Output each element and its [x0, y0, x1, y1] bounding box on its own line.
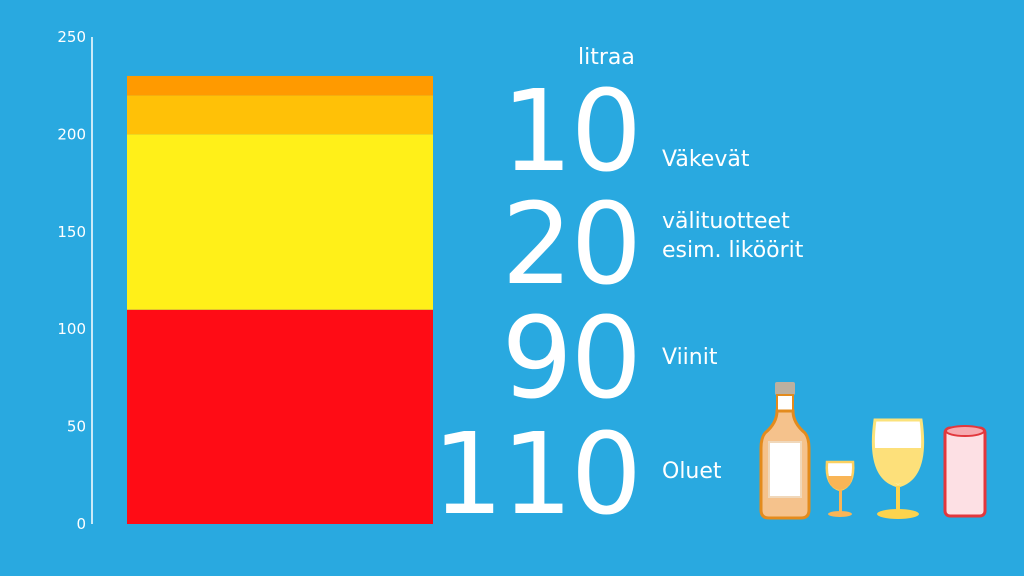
- value-label-viinit: 90: [501, 294, 642, 424]
- small-glass-icon: [825, 460, 855, 517]
- category-label-oluet: Oluet: [662, 459, 722, 484]
- category-label-valituotteet-1: välituotteet: [662, 209, 790, 234]
- category-label-vakevat: Väkevät: [662, 147, 750, 172]
- category-label-viinit: Viinit: [662, 345, 718, 370]
- category-label-valituotteet-2: esim. liköörit: [662, 238, 804, 263]
- y-tick-label: 200: [57, 125, 86, 143]
- unit-label: litraa: [578, 45, 635, 70]
- liquor-bottle-icon: [759, 382, 811, 520]
- wine-glass-icon: [871, 418, 925, 519]
- y-tick-label: 250: [57, 28, 86, 46]
- y-tick-label: 100: [57, 320, 86, 338]
- bar-segment-4: [127, 75, 433, 96]
- y-tick-label: 150: [57, 223, 86, 241]
- beer-can-icon: [943, 425, 987, 518]
- stacked-bar-chart: 0 50 100 150 200 250: [57, 28, 433, 533]
- drink-icons: [759, 382, 987, 520]
- bar-segment-2: [127, 134, 433, 310]
- y-tick-label: 0: [76, 515, 86, 533]
- value-label-vakevat: 10: [501, 67, 642, 197]
- bar-segment-1: [127, 309, 433, 524]
- y-tick-label: 50: [67, 418, 86, 436]
- value-label-oluet: 110: [432, 410, 642, 540]
- bar-segment-3: [127, 95, 433, 135]
- value-label-valituotteet: 20: [501, 180, 642, 310]
